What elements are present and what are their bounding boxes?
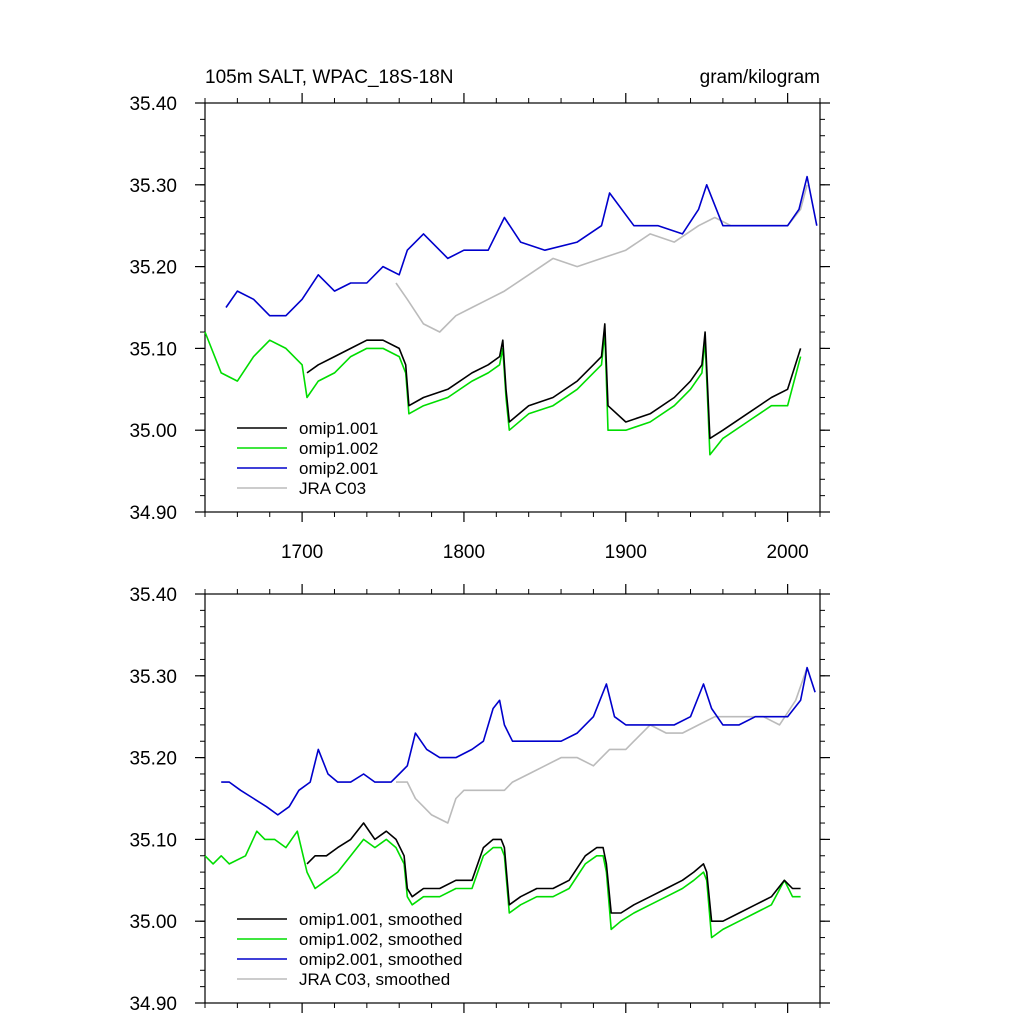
y-tick-label: 34.90 (129, 503, 177, 524)
legend-label: omip1.001, smoothed (299, 910, 463, 929)
series-line-3 (221, 666, 816, 816)
legend-label: JRA C03, smoothed (299, 970, 450, 989)
legend-label: omip1.001 (299, 419, 378, 438)
series-line-2 (204, 830, 801, 939)
y-tick-label: 35.30 (129, 176, 177, 197)
y-tick-label: 35.20 (129, 749, 177, 770)
series-line-4 (396, 667, 808, 824)
y-tick-label: 35.10 (129, 830, 177, 851)
y-tick-label: 35.40 (129, 94, 177, 115)
x-tick-label: 1700 (281, 542, 323, 563)
units-label: gram/kilogram (700, 67, 820, 88)
x-tick-label: 2000 (766, 542, 808, 563)
plot-frame (204, 102, 821, 513)
series-line-3 (225, 175, 818, 317)
panel-1: 34.90 35.00 35.10 35.20 35.30 35.40 1700 1800 19… (129, 67, 830, 563)
chart-title: 105m SALT, WPAC_18S-18N (205, 67, 454, 88)
legend-label: omip1.002, smoothed (299, 930, 463, 949)
panel-2: 34.90 35.00 35.10 35.20 35.30 35.40 omip1.001,… (129, 584, 830, 1015)
legend-label: JRA C03 (299, 479, 366, 498)
series-line-1 (306, 323, 802, 440)
x-tick-label: 1800 (443, 542, 485, 563)
y-tick-label: 35.00 (129, 912, 177, 933)
series-line-4 (395, 184, 808, 333)
y-tick-label: 34.90 (129, 994, 177, 1015)
series-line-1 (306, 822, 801, 923)
y-tick-label: 35.00 (129, 421, 177, 442)
y-tick-label: 35.40 (129, 585, 177, 606)
x-tick-label: 1900 (605, 542, 647, 563)
legend-label: omip2.001, smoothed (299, 950, 463, 969)
plot-frame (204, 593, 821, 1004)
legend-label: omip2.001 (299, 459, 378, 478)
y-tick-label: 35.30 (129, 667, 177, 688)
y-tick-label: 35.10 (129, 339, 177, 360)
y-tick-label: 35.20 (129, 258, 177, 279)
legend-label: omip1.002 (299, 439, 378, 458)
